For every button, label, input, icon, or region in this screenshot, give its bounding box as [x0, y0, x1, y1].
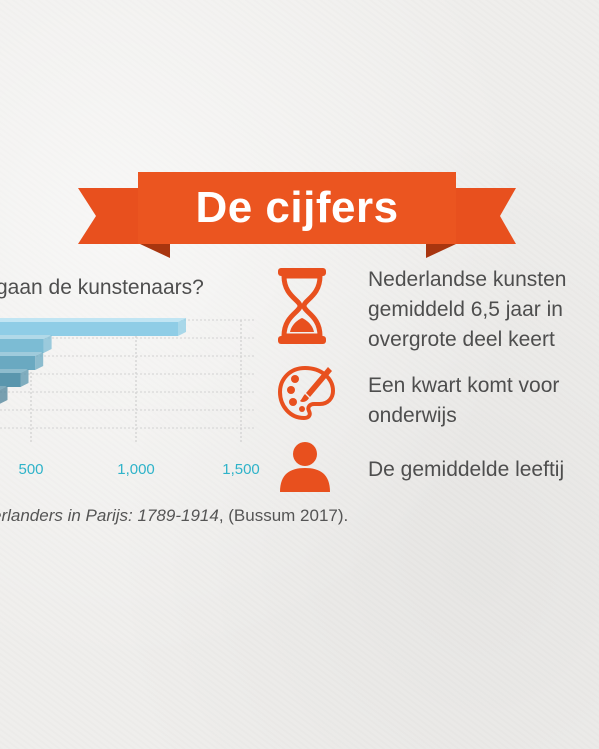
bar-side-face: [0, 386, 8, 404]
bar-side-face: [43, 335, 52, 353]
bar-chart: [0, 318, 255, 444]
bar-top-face: [0, 318, 186, 322]
x-tick-label-500: 500: [18, 461, 44, 478]
chart-title: gaan de kunstenaars?: [0, 276, 204, 299]
bar-top-face: [0, 386, 8, 390]
person-icon: [280, 442, 330, 492]
ribbon-right-tail: [456, 188, 516, 244]
ribbon-graphic: [78, 172, 516, 258]
hourglass-icon: [278, 268, 326, 344]
title-banner: De cijfers: [0, 0, 599, 300]
bar-top-face: [0, 369, 29, 373]
banner-title: De cijfers: [195, 183, 399, 232]
bar: [0, 339, 44, 353]
fact-line: onderwijs: [368, 404, 457, 427]
bar: [0, 322, 178, 336]
caption-italic: erlanders in Parijs: 1789-1914: [0, 506, 219, 525]
ribbon-left-fold: [140, 244, 170, 258]
bar: [0, 356, 36, 370]
bar: [0, 373, 21, 387]
fact-line: Nederlandse kunsten: [368, 268, 567, 291]
ribbon-left-tail: [78, 188, 140, 244]
fact-quarter: Een kwart komt voor onderwijs: [368, 371, 559, 431]
fact-average-age: De gemiddelde leeftij: [368, 455, 564, 485]
ribbon-main: [138, 172, 456, 244]
fact-line: De gemiddelde leeftij: [368, 458, 565, 481]
bar-top-face: [0, 335, 52, 339]
caption-rest: , (Bussum 2017).: [218, 506, 349, 525]
bar-side-face: [178, 318, 186, 336]
ribbon-right-fold: [426, 244, 456, 258]
bar-top-face: [0, 352, 44, 356]
fact-line: overgrote deel keert: [368, 328, 555, 351]
bar-side-face: [35, 352, 44, 370]
bar-side-face: [20, 369, 29, 387]
palette-icon: [278, 365, 336, 421]
fact-line: gemiddeld 6,5 jaar in: [368, 298, 563, 321]
fact-line: Een kwart komt voor: [368, 374, 560, 397]
source-caption: erlanders in Parijs: 1789-1914, (Bussum …: [0, 506, 348, 526]
x-tick-label-1500: 1,500: [222, 461, 260, 478]
fact-stay-duration: Nederlandse kunsten gemiddeld 6,5 jaar i…: [368, 265, 566, 355]
x-tick-label-1000: 1,000: [117, 461, 155, 478]
